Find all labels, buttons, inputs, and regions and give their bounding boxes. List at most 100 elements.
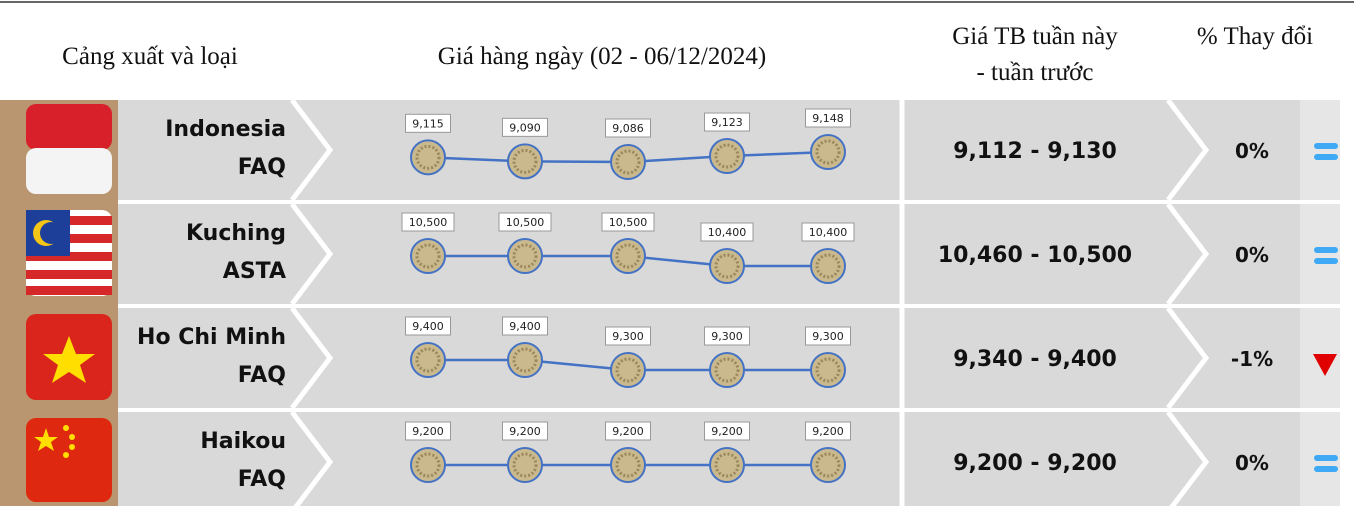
price-label: 10,400 — [708, 226, 747, 239]
bean-texture — [615, 243, 641, 269]
grade: FAQ — [238, 155, 286, 180]
trend-flat — [1314, 154, 1338, 160]
row-bg — [118, 204, 1300, 304]
bean-texture — [815, 253, 841, 279]
change: 0% — [1235, 139, 1269, 163]
bean-texture — [714, 253, 740, 279]
label-box — [401, 212, 455, 232]
price-label: 9,086 — [612, 122, 644, 135]
header: Giá TB tuần này — [952, 23, 1118, 50]
chevron — [290, 306, 334, 410]
bean-texture — [615, 149, 641, 175]
bean-texture — [415, 243, 441, 269]
price-label: 9,400 — [509, 320, 541, 333]
port: Ho Chi Minh — [137, 325, 286, 350]
bean-texture — [512, 347, 538, 373]
label-box — [502, 117, 548, 137]
flag-indonesia — [26, 104, 112, 194]
trend-flat — [1314, 258, 1338, 264]
header: - tuần trước — [976, 59, 1093, 86]
label-box — [605, 421, 651, 441]
label-box — [805, 108, 851, 128]
price-label: 9,200 — [711, 425, 743, 438]
price-label: 10,400 — [809, 226, 848, 239]
chevron — [1166, 410, 1210, 506]
bean-texture — [714, 452, 740, 478]
label-box — [704, 421, 750, 441]
label-box — [605, 326, 651, 346]
label-box — [601, 212, 655, 232]
trend-flat — [1314, 143, 1338, 149]
label-box — [704, 112, 750, 132]
rows: Indonesia FAQ 9,115 9,090 9,086 9,123 9,148 9,1… — [118, 98, 1340, 506]
label-box — [502, 421, 548, 441]
port: Indonesia — [165, 117, 286, 142]
flags — [26, 104, 112, 502]
label-box — [498, 212, 552, 232]
price-label: 9,300 — [612, 330, 644, 343]
grade: ASTA — [223, 259, 286, 284]
label-box — [405, 113, 451, 133]
bean-texture — [415, 452, 441, 478]
bean-texture — [512, 148, 538, 174]
port: Kuching — [186, 221, 286, 246]
average: 9,200 - 9,200 — [953, 451, 1117, 476]
bean-texture — [512, 243, 538, 269]
chevron — [1166, 202, 1210, 306]
bean-texture — [815, 139, 841, 165]
trend-flat — [1314, 247, 1338, 253]
label-box — [502, 316, 548, 336]
chevron — [290, 98, 334, 202]
bean-texture — [415, 347, 441, 373]
row-bg — [1300, 100, 1340, 200]
chevron — [290, 202, 334, 306]
price-label: 9,148 — [812, 112, 844, 125]
price-label: 9,200 — [612, 425, 644, 438]
flag-china — [26, 418, 112, 502]
flag-vietnam — [26, 314, 112, 400]
label-box — [405, 316, 451, 336]
trend-flat — [1314, 466, 1338, 472]
label-box — [805, 326, 851, 346]
bean-texture — [714, 143, 740, 169]
header: % Thay đổi — [1197, 23, 1313, 50]
price-label: 9,300 — [711, 330, 743, 343]
chevron — [1166, 98, 1210, 202]
row-bg — [1300, 204, 1340, 304]
price-label: 9,123 — [711, 116, 743, 129]
bean-texture — [415, 144, 441, 170]
bean-texture — [512, 452, 538, 478]
price-label: 9,200 — [412, 425, 444, 438]
trend-flat — [1314, 455, 1338, 461]
bean-texture — [815, 452, 841, 478]
label-box — [405, 421, 451, 441]
port: Haikou — [200, 429, 286, 454]
average: 10,460 - 10,500 — [938, 243, 1132, 268]
row-bg — [118, 308, 1300, 408]
change: -1% — [1231, 347, 1273, 371]
bean-texture — [615, 357, 641, 383]
price-label: 10,500 — [506, 216, 545, 229]
bean-texture — [714, 357, 740, 383]
label-box — [700, 222, 754, 242]
bean-texture — [615, 452, 641, 478]
label-box — [801, 222, 855, 242]
price-label: 9,400 — [412, 320, 444, 333]
header: Giá hàng ngày (02 - 06/12/2024) — [438, 43, 766, 70]
change: 0% — [1235, 451, 1269, 475]
average: 9,112 - 9,130 — [953, 139, 1117, 164]
trend-down — [1313, 354, 1337, 376]
price-label: 10,500 — [409, 216, 448, 229]
price-label: 9,115 — [412, 117, 444, 130]
average: 9,340 - 9,400 — [953, 347, 1117, 372]
price-label: 9,300 — [812, 330, 844, 343]
price-label: 9,200 — [812, 425, 844, 438]
price-label: 10,500 — [609, 216, 648, 229]
chevron — [1166, 306, 1210, 410]
grade: FAQ — [238, 467, 286, 492]
label-box — [605, 118, 651, 138]
price-label: 9,090 — [509, 121, 541, 134]
grade: FAQ — [238, 363, 286, 388]
change: 0% — [1235, 243, 1269, 267]
